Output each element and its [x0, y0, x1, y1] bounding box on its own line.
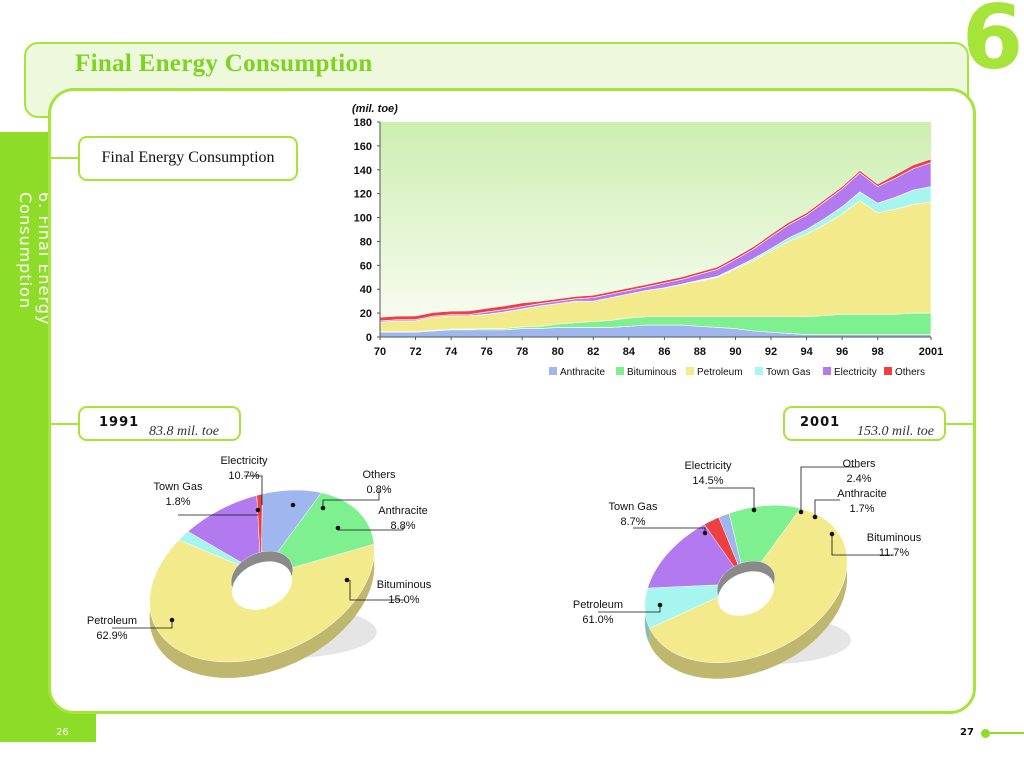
donut-chart-1991: [112, 476, 404, 678]
slice-label: Petroleum: [87, 615, 137, 627]
leader-dot: [321, 506, 326, 511]
leader-dot: [345, 578, 350, 583]
legend-swatch: [884, 367, 892, 375]
x-tick-label: 86: [658, 346, 670, 358]
legend-swatch: [616, 367, 624, 375]
slice-label: Anthracite: [837, 488, 887, 500]
slice-value-label: 1.7%: [849, 503, 874, 515]
legend-swatch: [755, 367, 763, 375]
x-tick-label: 92: [765, 346, 777, 358]
slice-value-label: 2.4%: [846, 473, 871, 485]
y-tick-label: 160: [354, 141, 372, 153]
legend-swatch: [823, 367, 831, 375]
x-tick-label: 70: [374, 346, 386, 358]
leader-dot: [752, 508, 757, 513]
slice-label: Anthracite: [378, 505, 428, 517]
x-tick-label: 94: [800, 346, 813, 358]
legend-label: Anthracite: [560, 367, 605, 378]
y-tick-label: 40: [360, 284, 372, 296]
slice-label: Others: [362, 469, 396, 481]
y-tick-label: 180: [354, 117, 372, 129]
slice-value-label: 14.5%: [692, 475, 723, 487]
x-tick-label: 96: [836, 346, 848, 358]
y-tick-label: 60: [360, 260, 372, 272]
slice-label: Town Gas: [609, 501, 658, 513]
x-tick-label: 80: [552, 346, 564, 358]
x-tick-label: 72: [409, 346, 421, 358]
leader-dot: [291, 503, 296, 508]
legend-swatch: [549, 367, 557, 375]
leader-dot: [830, 532, 835, 537]
legend-label: Town Gas: [766, 367, 810, 378]
slice-value-label: 1.8%: [165, 496, 190, 508]
x-tick-label: 2001: [919, 346, 943, 358]
slice-label: Electricity: [684, 460, 732, 472]
y-tick-label: 140: [354, 165, 372, 177]
slice-value-label: 62.9%: [96, 630, 127, 642]
legend-label: Electricity: [834, 367, 877, 378]
slice-value-label: 0.8%: [366, 484, 391, 496]
slice-label: Town Gas: [154, 481, 203, 493]
leader-dot: [256, 508, 261, 513]
leader-dot: [813, 515, 818, 520]
slice-value-label: 15.0%: [388, 594, 419, 606]
x-tick-label: 98: [872, 346, 884, 358]
legend-label: Petroleum: [697, 367, 743, 378]
leader-line: [815, 500, 840, 517]
y-tick-label: 120: [354, 189, 372, 201]
leader-line: [708, 488, 754, 510]
leader-dot: [336, 526, 341, 531]
x-tick-label: 88: [694, 346, 706, 358]
slice-value-label: 11.7%: [879, 547, 910, 559]
y-unit-label: (mil. toe): [352, 103, 398, 115]
x-tick-label: 78: [516, 346, 528, 358]
slice-label: Petroleum: [573, 599, 623, 611]
x-tick-label: 82: [587, 346, 599, 358]
slice-label: Bituminous: [377, 579, 432, 591]
slice-value-label: 61.0%: [582, 614, 613, 626]
x-tick-label: 84: [623, 346, 636, 358]
area-chart: [377, 122, 931, 340]
slice-value-label: 10.7%: [228, 470, 259, 482]
y-tick-label: 20: [360, 308, 372, 320]
x-tick-label: 90: [729, 346, 741, 358]
y-tick-label: 0: [366, 332, 372, 344]
legend-label: Bituminous: [627, 367, 676, 378]
slice-label: Bituminous: [867, 532, 922, 544]
leader-dot: [703, 531, 708, 536]
x-tick-label: 76: [481, 346, 493, 358]
x-tick-label: 74: [445, 346, 458, 358]
leader-dot: [799, 510, 804, 515]
slice-label: Electricity: [220, 455, 268, 467]
slice-label: Others: [842, 458, 876, 470]
slice-value-label: 8.7%: [620, 516, 645, 528]
legend-label: Others: [895, 367, 925, 378]
slice-value-label: 8.8%: [390, 520, 415, 532]
legend-swatch: [686, 367, 694, 375]
y-tick-label: 80: [360, 236, 372, 248]
leader-dot: [170, 618, 175, 623]
y-tick-label: 100: [354, 213, 372, 225]
leader-dot: [658, 603, 663, 608]
